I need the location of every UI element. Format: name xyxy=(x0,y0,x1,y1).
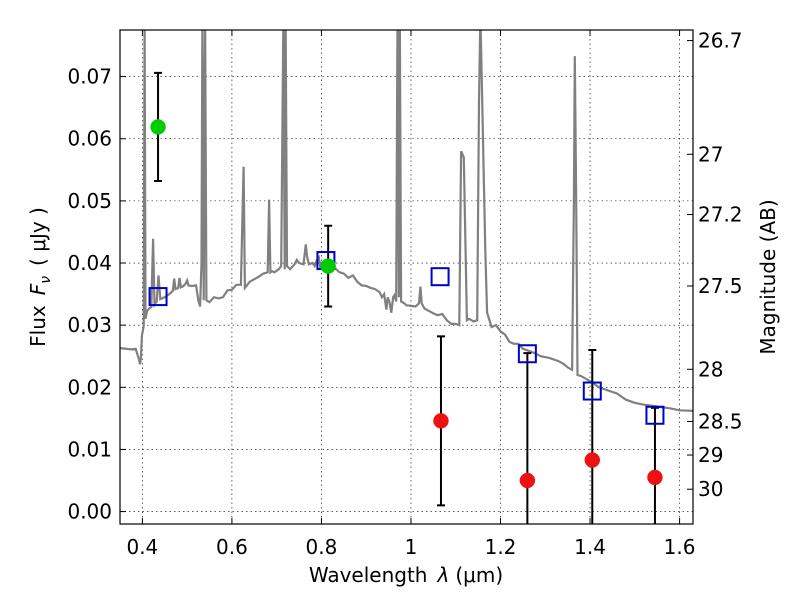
y2-tick-label: 28.5 xyxy=(698,409,743,433)
plot-frame xyxy=(119,29,694,525)
y2-tick-label: 27.5 xyxy=(698,274,743,298)
y2-axis-ticks: 26.7 27 27.2 27.5 28 28.5 29 30 xyxy=(687,29,743,501)
x-tick-label: 0.4 xyxy=(126,535,158,559)
non-detection-point xyxy=(519,472,536,489)
y2-axis-label: Magnitude (AB) xyxy=(756,199,780,354)
y-tick-label: 0.07 xyxy=(67,65,112,89)
model-band-square xyxy=(517,344,537,364)
x-tick-label: 1.2 xyxy=(485,535,517,559)
x-tick-label: 0.8 xyxy=(306,535,338,559)
x-tick-label: 1 xyxy=(405,535,418,559)
y-tick-label: 0.06 xyxy=(67,127,112,151)
model-band-square xyxy=(645,405,665,425)
model-band-square xyxy=(582,381,602,401)
y2-tick-label: 27 xyxy=(698,142,723,166)
observed-points xyxy=(150,119,663,489)
y2-tick-label: 30 xyxy=(698,477,723,501)
x-tick-label: 0.6 xyxy=(216,535,248,559)
y-tick-label: 0.01 xyxy=(67,437,112,461)
model-sed-line xyxy=(120,30,693,412)
x-axis-label: Wavelength λ (μm) xyxy=(309,563,503,587)
y-tick-label: 0.05 xyxy=(67,189,112,213)
y2-tick-label: 26.7 xyxy=(698,29,743,53)
x-axis-ticks: 0.4 0.6 0.8 1 1.2 1.4 1.6 xyxy=(126,30,695,559)
detection-point xyxy=(150,119,166,135)
model-band-square xyxy=(148,287,168,307)
non-detection-point xyxy=(584,452,601,468)
y2-tick-label: 29 xyxy=(698,443,723,467)
y-tick-label: 0.00 xyxy=(67,500,112,524)
x-tick-label: 1.6 xyxy=(664,535,696,559)
model-band-fluxes xyxy=(148,251,665,425)
non-detection-point xyxy=(433,413,449,429)
model-band-square xyxy=(430,267,450,287)
x-tick-label: 1.4 xyxy=(574,535,606,559)
non-detection-point xyxy=(647,469,663,486)
y2-tick-label: 28 xyxy=(698,357,723,381)
y-axis-ticks: 0.00 0.01 0.02 0.03 0.04 0.05 0.06 0.07 xyxy=(67,65,126,524)
y-tick-label: 0.03 xyxy=(67,313,112,337)
y-tick-label: 0.04 xyxy=(67,251,112,275)
y2-tick-label: 27.2 xyxy=(698,203,743,227)
y-tick-label: 0.02 xyxy=(67,375,112,399)
error-bars xyxy=(154,71,659,524)
y-axis-label: FluxFν( μJy ) xyxy=(26,207,54,347)
detection-point xyxy=(320,258,336,274)
